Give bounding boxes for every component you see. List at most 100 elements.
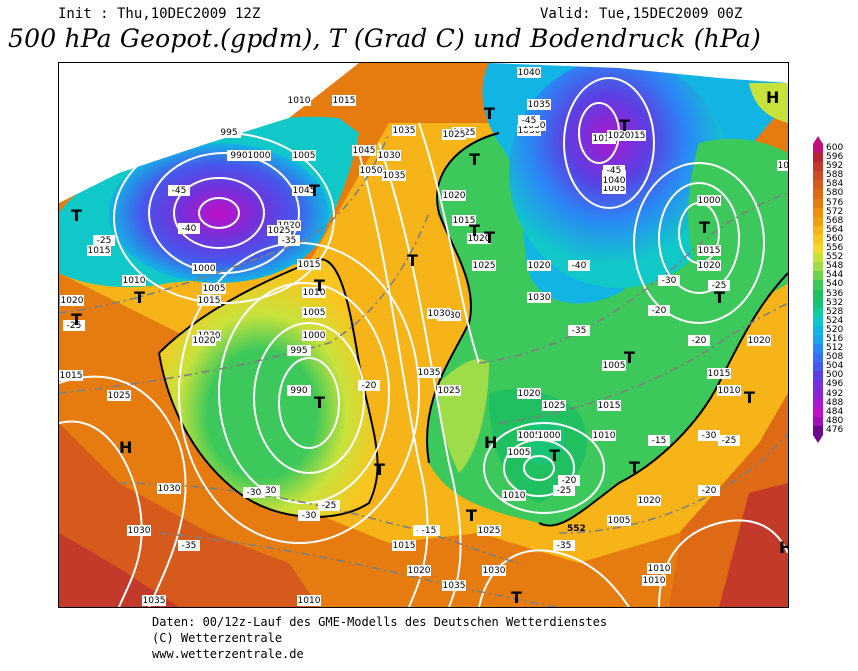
temperature-label: -25	[318, 500, 340, 511]
pressure-label: 1015	[697, 245, 721, 256]
weather-map: 1010101510401035103010251015103599599010…	[58, 62, 789, 608]
pressure-label: 1010	[122, 275, 146, 286]
legend-level-label: 536	[826, 288, 844, 299]
high-pressure-symbol: H	[779, 538, 788, 557]
pressure-label: 1020	[192, 335, 216, 346]
legend-row: 484	[810, 407, 858, 417]
svg-text:1020: 1020	[443, 191, 466, 201]
legend-level-label: 492	[826, 388, 844, 399]
legend-row: 556	[810, 243, 858, 254]
svg-text:-15: -15	[422, 526, 437, 536]
legend-level-label: 556	[826, 243, 844, 254]
legend-swatch	[813, 344, 823, 354]
pressure-label: 1010	[297, 595, 321, 606]
low-pressure-symbol: T	[466, 506, 477, 525]
svg-text:-35: -35	[182, 541, 197, 551]
low-pressure-symbol: T	[619, 116, 630, 135]
svg-text:1025: 1025	[268, 226, 291, 236]
high-pressure-symbol: H	[484, 433, 497, 452]
pressure-label: 1005	[517, 430, 541, 441]
legend-level-label: 516	[826, 333, 844, 344]
legend-level-label: 540	[826, 279, 844, 290]
pressure-label: 1005	[507, 447, 531, 458]
svg-text:1045: 1045	[353, 146, 376, 156]
temperature-label: -35	[568, 325, 590, 336]
low-pressure-symbol: T	[629, 458, 640, 477]
temperature-label: -45	[168, 185, 190, 196]
pressure-label: 1030	[527, 292, 551, 303]
pressure-label: 1015	[59, 370, 83, 381]
legend-row: 512	[810, 343, 858, 354]
pressure-label: 1015	[592, 133, 616, 144]
pressure-label: 1020	[527, 260, 551, 271]
svg-text:-35: -35	[557, 541, 572, 551]
svg-text:1035: 1035	[383, 171, 406, 181]
pressure-label: 1025	[777, 160, 788, 171]
svg-text:-25: -25	[97, 236, 112, 246]
svg-text:1010: 1010	[123, 276, 146, 286]
low-pressure-symbol: T	[714, 288, 725, 307]
svg-text:1025: 1025	[443, 130, 466, 140]
pressure-label: 1000	[192, 263, 216, 274]
pressure-label: 1010	[717, 385, 741, 396]
svg-text:1005: 1005	[303, 308, 326, 318]
svg-text:1050: 1050	[360, 166, 383, 176]
legend-row: 568	[810, 216, 858, 226]
pressure-label: 1005	[202, 283, 226, 294]
svg-text:1025: 1025	[108, 391, 131, 401]
legend-level-label: 548	[826, 261, 844, 272]
legend-row: 508	[810, 352, 858, 363]
temperature-lines	[59, 132, 788, 607]
svg-text:1020: 1020	[528, 261, 551, 271]
legend-row: 600	[810, 143, 858, 154]
legend-level-label: 488	[826, 397, 844, 408]
legend-row: 544	[810, 270, 858, 281]
legend-swatch	[813, 380, 823, 390]
legend-row: 524	[810, 316, 858, 326]
svg-text:1015: 1015	[298, 260, 321, 270]
svg-text:1020: 1020	[638, 496, 661, 506]
temperature-label: -25	[708, 280, 730, 291]
pressure-label: 1015	[297, 259, 321, 270]
pressure-label: 1040	[517, 67, 541, 78]
legend-level-label: 552	[826, 252, 844, 263]
low-pressure-symbol: T	[309, 181, 320, 200]
svg-text:1015: 1015	[598, 401, 621, 411]
legend-swatch	[813, 307, 823, 317]
high-pressure-symbol: H	[119, 438, 132, 457]
svg-text:1010: 1010	[593, 431, 616, 441]
temperature-label: -40	[568, 260, 590, 271]
pressure-label: 1020	[607, 130, 631, 141]
geopotential-contour-label: 552	[567, 524, 586, 534]
svg-text:1025: 1025	[543, 401, 566, 411]
pressure-label: 1025	[267, 225, 291, 236]
svg-text:-15: -15	[652, 436, 667, 446]
svg-text:1045: 1045	[293, 186, 316, 196]
svg-text:1020: 1020	[408, 566, 431, 576]
low-pressure-symbol: T	[511, 588, 522, 607]
russia-yellow	[749, 83, 788, 123]
low-pressure-symbol: T	[484, 104, 495, 123]
svg-text:-20: -20	[562, 476, 577, 486]
svg-text:1030: 1030	[528, 293, 551, 303]
svg-text:1010: 1010	[298, 596, 321, 606]
pressure-label: 1020	[747, 335, 771, 346]
svg-text:1015: 1015	[333, 96, 356, 106]
legend-row: 476	[810, 425, 858, 435]
temperature-label: -25	[553, 485, 575, 496]
legend-swatch	[813, 244, 823, 254]
svg-text:-25: -25	[722, 436, 737, 446]
pressure-label: 1005	[302, 307, 326, 318]
pressure-label: 995	[217, 127, 241, 138]
legend-level-label: 584	[826, 179, 844, 190]
svg-text:1010: 1010	[303, 288, 326, 298]
pressure-label: 995	[287, 345, 311, 356]
svg-text:1005: 1005	[608, 516, 631, 526]
legend-level-label: 592	[826, 161, 844, 172]
svg-text:1000: 1000	[248, 151, 271, 161]
pressure-label: 1020	[442, 190, 466, 201]
low-pressure-symbol: T	[134, 288, 145, 307]
svg-text:1025: 1025	[473, 261, 496, 271]
svg-text:1020: 1020	[468, 234, 491, 244]
svg-text:1015: 1015	[88, 246, 111, 256]
